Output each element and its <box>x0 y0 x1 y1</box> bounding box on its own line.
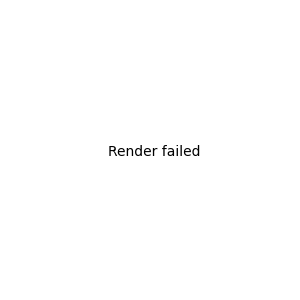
Text: Render failed: Render failed <box>107 145 200 158</box>
